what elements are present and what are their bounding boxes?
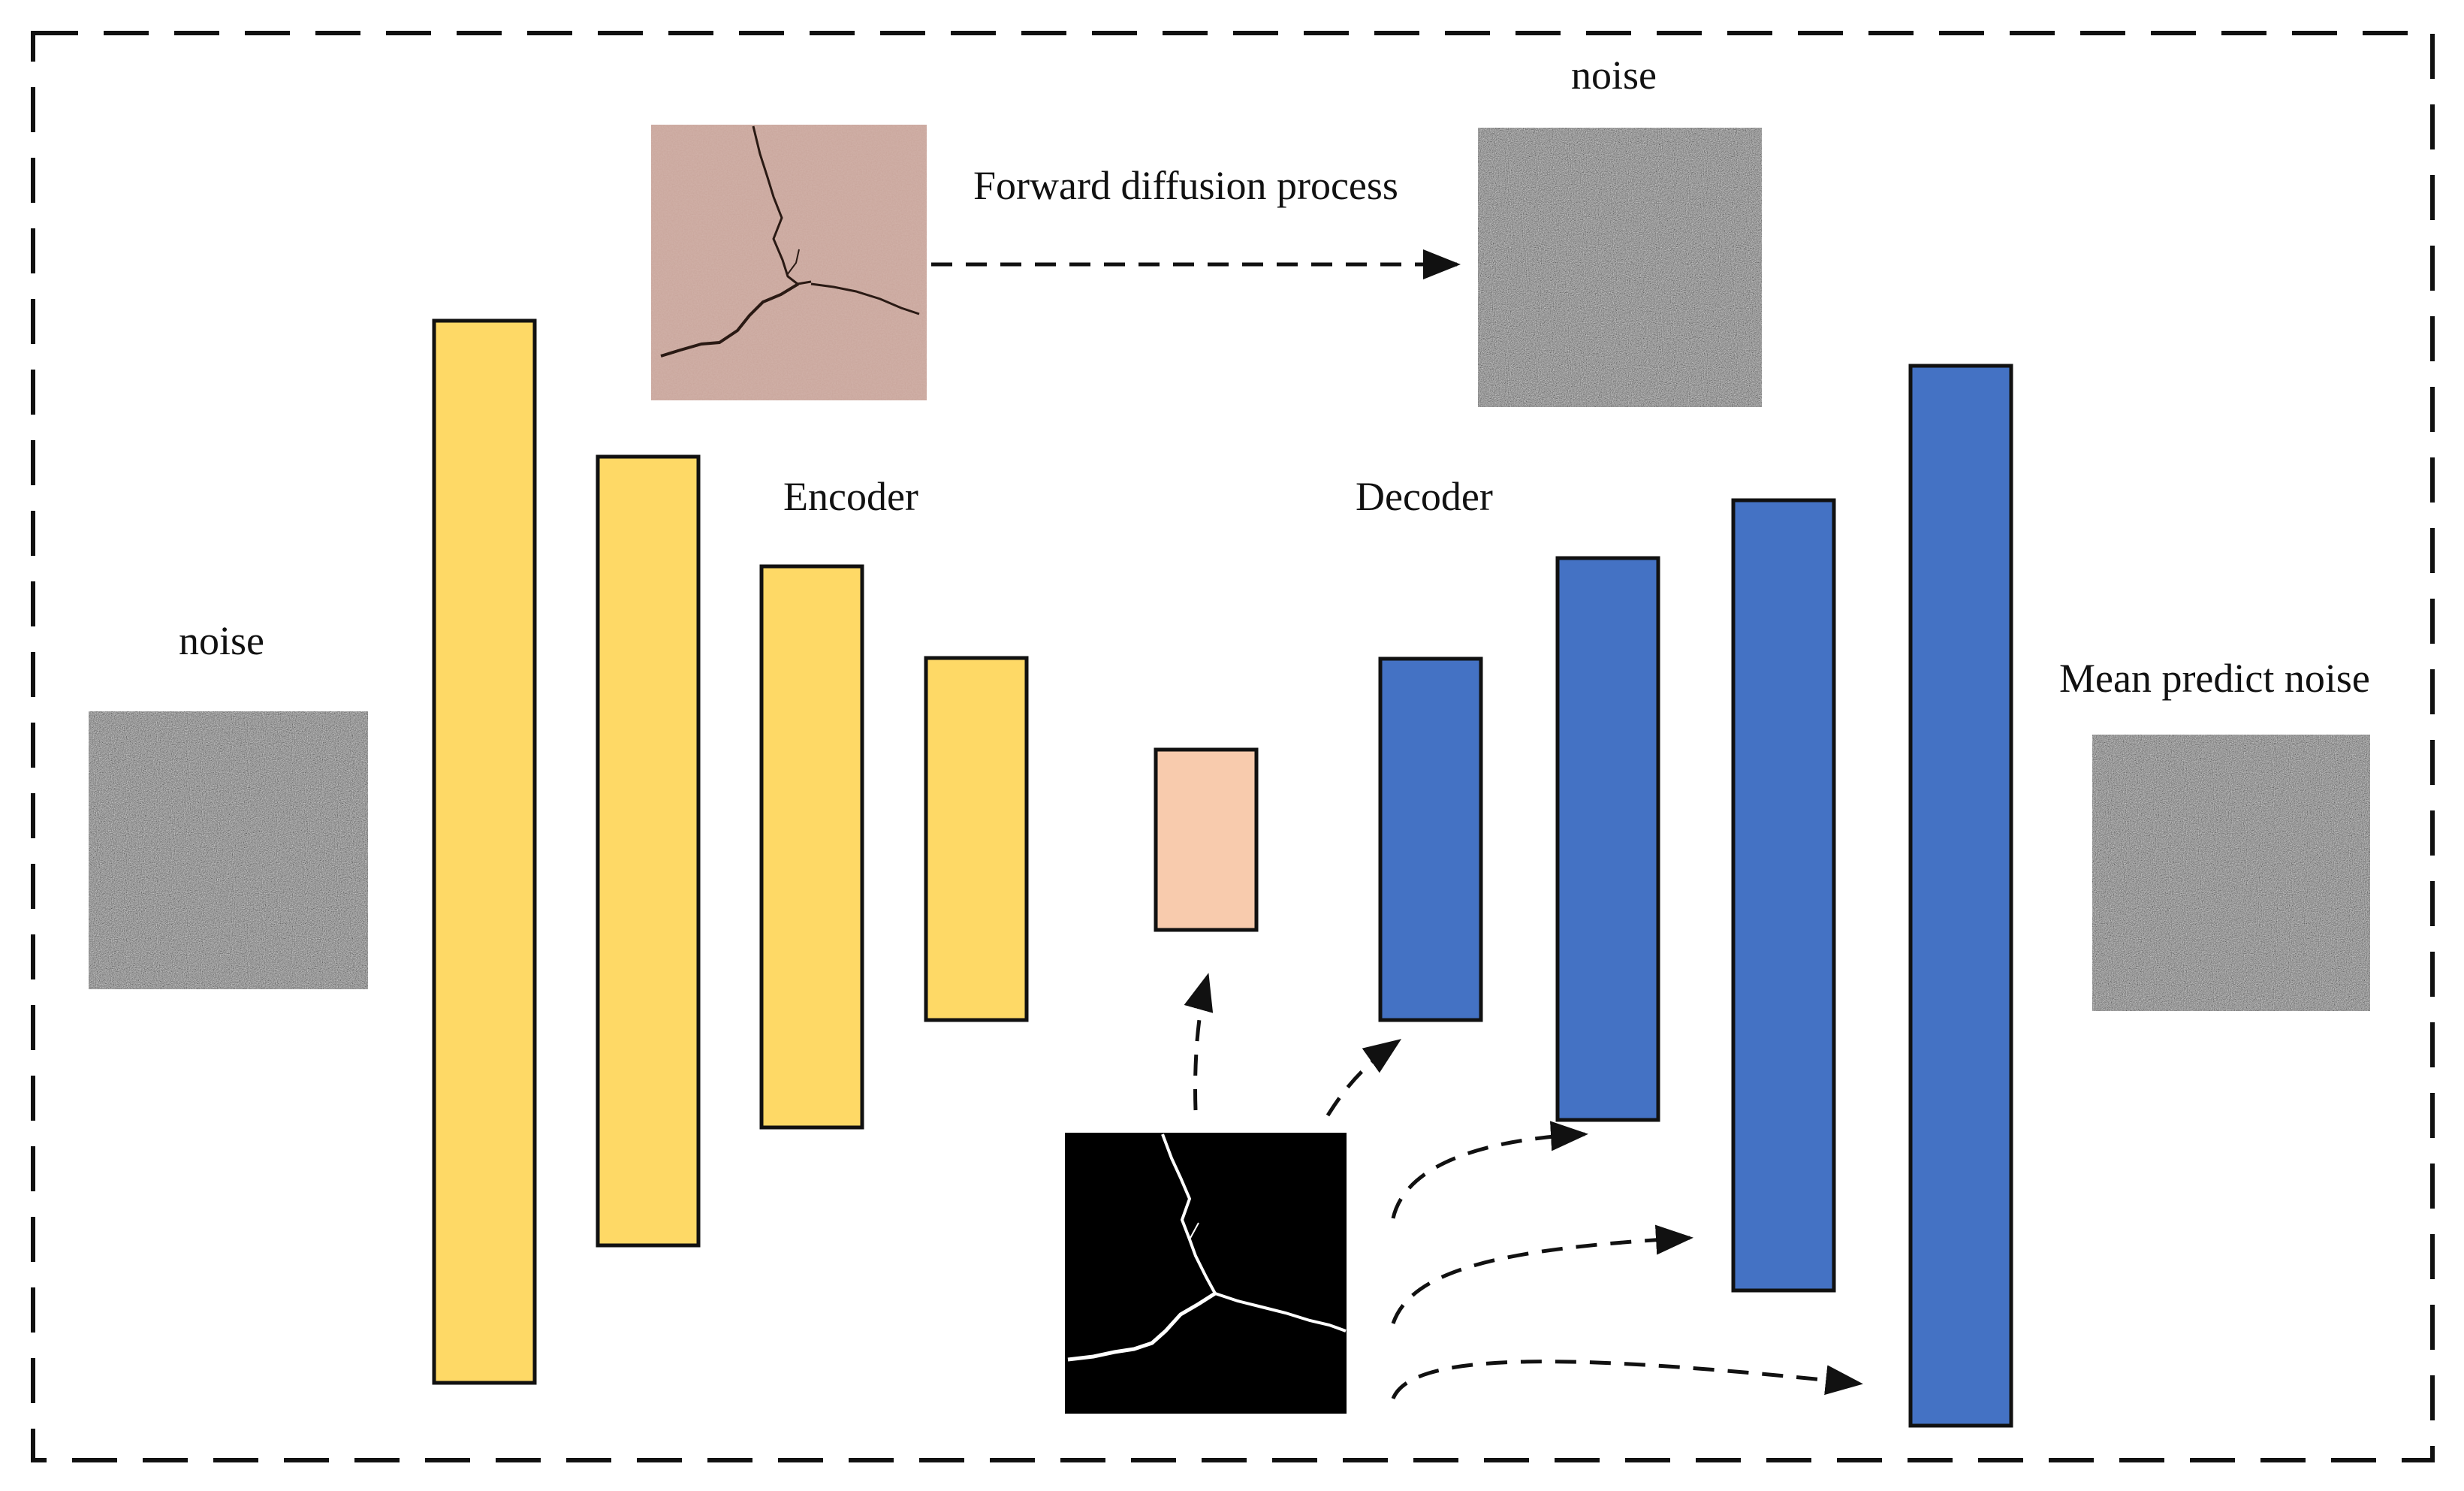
forward-process-label: Forward diffusion process — [973, 163, 1398, 208]
decoder-block-3 — [1731, 498, 1836, 1293]
input-noise-image — [89, 711, 368, 989]
encoder-block-4 — [924, 656, 1029, 1022]
mask-to-decoder-1-arrow — [1325, 1039, 1402, 1117]
outer-frame — [31, 31, 2435, 1462]
mask-to-bottleneck-arrow — [1184, 973, 1214, 1111]
bottleneck-block — [1154, 747, 1259, 932]
encoder-block-1 — [432, 318, 537, 1385]
noise-label-top: noise — [1571, 53, 1657, 98]
predicted-noise-image — [2092, 735, 2370, 1011]
encoder-block-2 — [596, 454, 701, 1248]
crack-mask-image — [1065, 1133, 1347, 1414]
decoder-block-4 — [1908, 364, 2013, 1428]
mask-to-decoder-3-arrow — [1391, 1224, 1693, 1324]
forward-noise-image — [1478, 128, 1762, 407]
mean-predict-label: Mean predict noise — [2059, 656, 2370, 701]
encoder-label: Encoder — [783, 474, 918, 519]
decoder-label: Decoder — [1356, 474, 1493, 519]
decoder-block-2 — [1555, 556, 1660, 1122]
crack-photo-image — [651, 125, 927, 400]
noise-label-left: noise — [179, 618, 264, 663]
decoder-block-1 — [1378, 656, 1483, 1022]
mask-to-decoder-4-arrow — [1391, 1360, 1863, 1399]
encoder-block-3 — [759, 564, 864, 1130]
mask-to-decoder-2-arrow — [1391, 1121, 1588, 1219]
